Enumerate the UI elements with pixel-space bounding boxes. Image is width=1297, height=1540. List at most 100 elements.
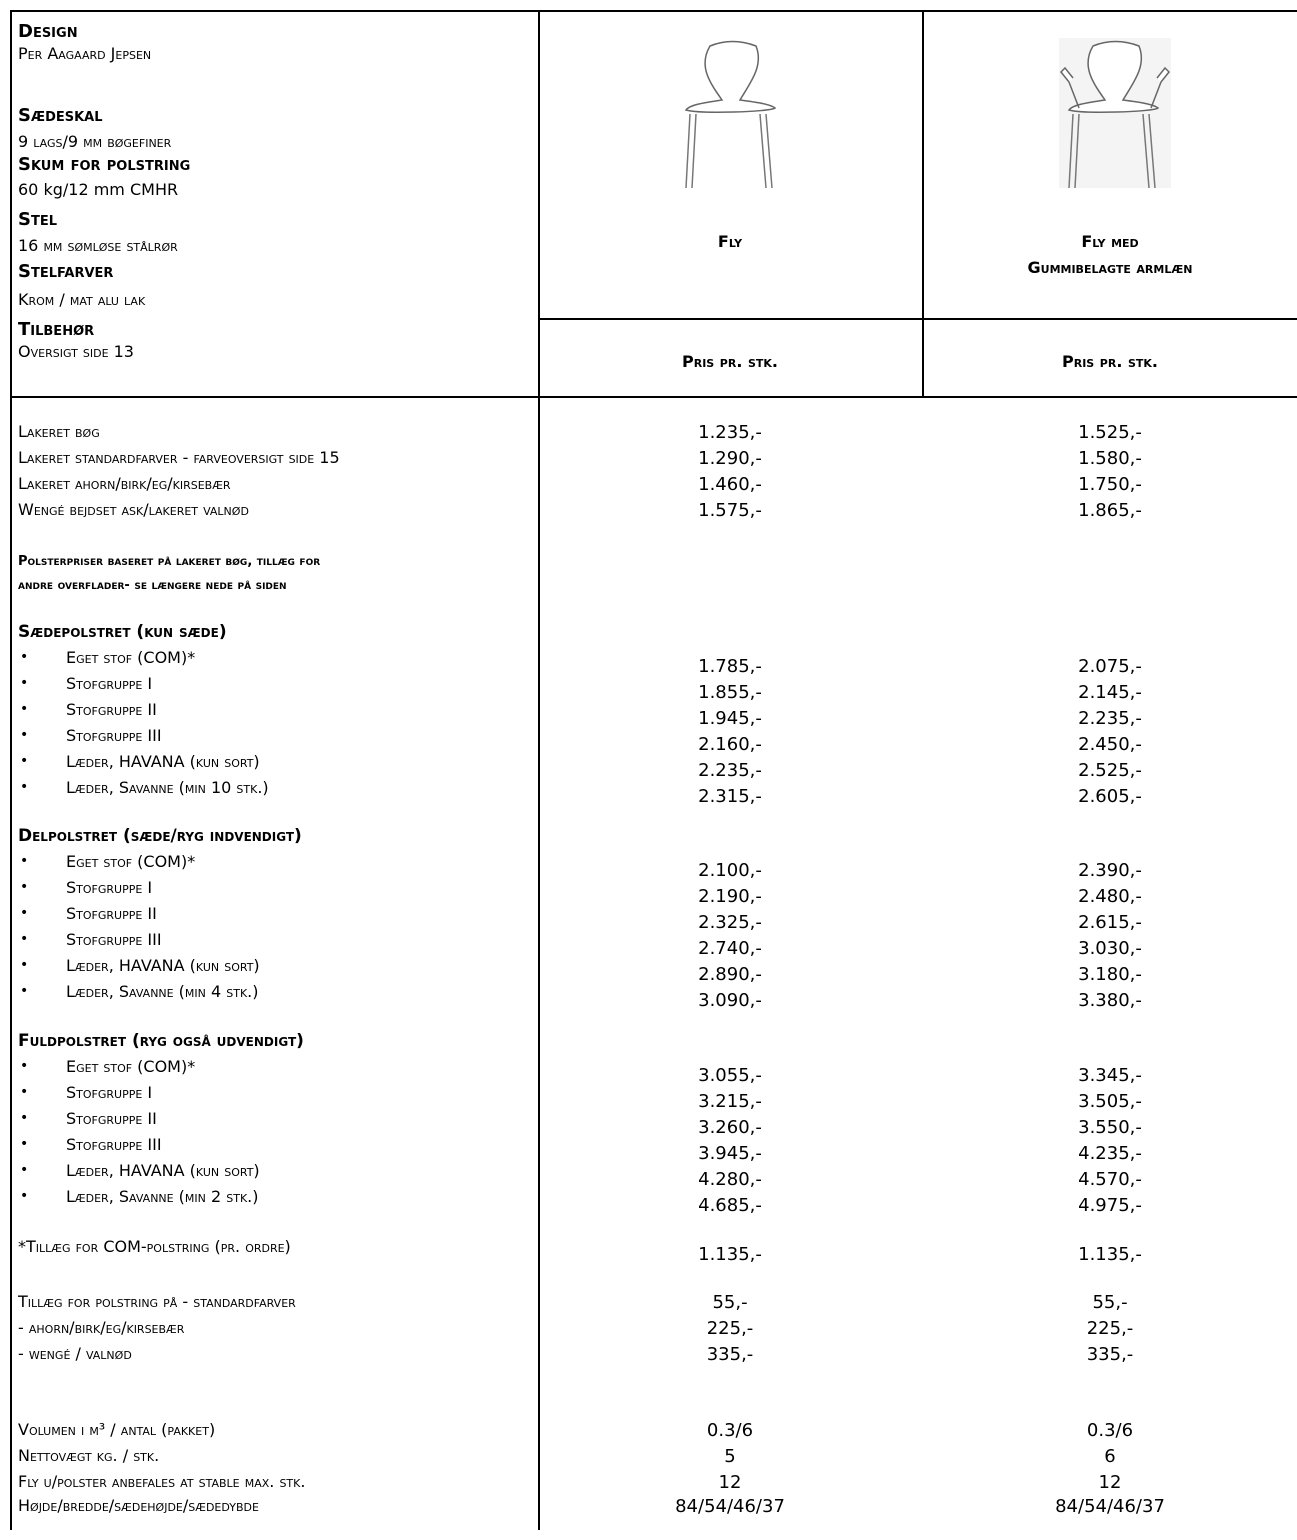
surcharge-row-1-price-fly-arms: 225,- (1086, 1318, 1134, 1339)
group-2-row-0-price-fly-arms: 3.345,- (1078, 1065, 1142, 1086)
group-0-row-3-price-fly: 2.160,- (698, 734, 762, 755)
group-1-row-1-price-fly: 2.190,- (698, 886, 762, 907)
divider-header-body (10, 396, 1297, 398)
group-2-row-5-price-fly: 4.685,- (698, 1195, 762, 1216)
spec-accessories-heading: Tilbehør (18, 319, 95, 340)
group-1-row-3-label: Stofgruppe III (66, 930, 162, 949)
spec-foam-value: 60 kg/12 mm CMHR (18, 180, 179, 199)
group-1-row-5-label: Læder, Savanne (min 4 stk.) (66, 982, 259, 1001)
divider-header-price (538, 318, 1297, 320)
group-1-row-3-price-fly: 2.740,- (698, 938, 762, 959)
fact-row-0-label: Volumen i m³ / antal (pakket) (18, 1420, 216, 1439)
bullet-icon: • (20, 957, 29, 973)
group-title-2: Fuldpolstret (ryg også udvendigt) (18, 1031, 304, 1051)
product-name-fly-arms-line2: Gummibelagte armlæn (1027, 258, 1193, 277)
surcharge-row-0-price-fly: 55,- (712, 1292, 748, 1313)
group-2-row-2-label: Stofgruppe II (66, 1109, 157, 1128)
group-0-row-1-price-fly: 1.855,- (698, 682, 762, 703)
finish-row-0-price-fly-arms: 1.525,- (1078, 422, 1142, 443)
bullet-icon: • (20, 779, 29, 795)
divider-col2 (922, 10, 924, 398)
spec-design-value: Per Aagaard Jepsen (18, 44, 152, 63)
group-0-row-0-price-fly: 1.785,- (698, 656, 762, 677)
spec-frame-heading: Stel (18, 209, 57, 230)
group-1-row-5-price-fly: 3.090,- (698, 990, 762, 1011)
price-header-fly-arms: Pris pr. stk. (1062, 352, 1158, 371)
fact-row-0-price-fly: 0.3/6 (706, 1420, 754, 1441)
group-0-row-1-price-fly-arms: 2.145,- (1078, 682, 1142, 703)
product-name-fly-arms: Fly med (1081, 232, 1139, 251)
finish-row-1-label: Lakeret standardfarver - farveoversigt s… (18, 448, 340, 467)
spec-accessories-value: Oversigt side 13 (18, 342, 134, 361)
fact-row-2-label: Fly u/polster anbefales at stable max. s… (18, 1472, 306, 1491)
fact-row-2-price-fly-arms: 12 (1098, 1472, 1122, 1493)
group-0-row-5-price-fly-arms: 2.605,- (1078, 786, 1142, 807)
bullet-icon: • (20, 853, 29, 869)
fact-row-1-label: Nettovægt kg. / stk. (18, 1446, 160, 1465)
com-surcharge-row-price-fly-arms: 1.135,- (1078, 1244, 1142, 1265)
group-2-row-0-label: Eget stof (COM)* (66, 1057, 196, 1076)
product-name-fly: Fly (717, 232, 743, 251)
bullet-icon: • (20, 701, 29, 717)
group-2-row-3-price-fly-arms: 4.235,- (1078, 1143, 1142, 1164)
spec-frame-value: 16 mm sømløse stålrør (18, 236, 178, 255)
com-surcharge-row-label: *Tillæg for COM-polstring (pr. ordre) (18, 1237, 291, 1256)
group-2-row-4-price-fly: 4.280,- (698, 1169, 762, 1190)
group-title-0: Sædepolstret (kun sæde) (18, 622, 227, 642)
finish-row-3-price-fly: 1.575,- (698, 500, 762, 521)
group-0-row-2-price-fly-arms: 2.235,- (1078, 708, 1142, 729)
group-2-row-5-label: Læder, Savanne (min 2 stk.) (66, 1187, 259, 1206)
fact-row-0-price-fly-arms: 0.3/6 (1086, 1420, 1134, 1441)
group-1-row-4-price-fly-arms: 3.180,- (1078, 964, 1142, 985)
group-1-row-0-price-fly: 2.100,- (698, 860, 762, 881)
bullet-icon: • (20, 727, 29, 743)
bullet-icon: • (20, 931, 29, 947)
group-1-row-1-price-fly-arms: 2.480,- (1078, 886, 1142, 907)
finish-row-1-price-fly-arms: 1.580,- (1078, 448, 1142, 469)
surcharge-row-0-price-fly-arms: 55,- (1092, 1292, 1128, 1313)
group-0-row-0-price-fly-arms: 2.075,- (1078, 656, 1142, 677)
chair-with-armrests-icon (1059, 38, 1171, 189)
fact-row-3-price-fly-arms: 84/54/46/37 (1055, 1496, 1165, 1517)
spec-foam-heading: Skum for polstring (18, 154, 191, 175)
group-1-row-0-price-fly-arms: 2.390,- (1078, 860, 1142, 881)
group-0-row-3-label: Stofgruppe III (66, 726, 162, 745)
upholstery-note-line1: Polsterpriser baseret på lakeret bøg, ti… (18, 554, 321, 569)
group-1-row-2-price-fly-arms: 2.615,- (1078, 912, 1142, 933)
group-0-row-4-label: Læder, HAVANA (kun sort) (66, 752, 260, 771)
finish-row-2-label: Lakeret ahorn/birk/eg/kirsebær (18, 474, 231, 493)
spec-shell-heading: Sædeskal (18, 105, 103, 126)
bullet-icon: • (20, 879, 29, 895)
group-1-row-1-label: Stofgruppe I (66, 878, 153, 897)
finish-row-2-price-fly: 1.460,- (698, 474, 762, 495)
spec-frame-colors-value: Krom / mat alu lak (18, 290, 146, 309)
group-1-row-4-price-fly: 2.890,- (698, 964, 762, 985)
bullet-icon: • (20, 905, 29, 921)
finish-row-1-price-fly: 1.290,- (698, 448, 762, 469)
bullet-icon: • (20, 675, 29, 691)
fact-row-3-label: Højde/bredde/sædehøjde/sædedybde (18, 1496, 259, 1515)
finish-row-3-price-fly-arms: 1.865,- (1078, 500, 1142, 521)
bullet-icon: • (20, 649, 29, 665)
bullet-icon: • (20, 1110, 29, 1126)
fact-row-1-price-fly: 5 (724, 1446, 736, 1467)
surcharge-row-2-price-fly: 335,- (706, 1344, 754, 1365)
fact-row-2-price-fly: 12 (718, 1472, 742, 1493)
surcharge-row-1-price-fly: 225,- (706, 1318, 754, 1339)
bullet-icon: • (20, 1058, 29, 1074)
spec-frame-colors-heading: Stelfarver (18, 261, 114, 282)
group-2-row-2-price-fly: 3.260,- (698, 1117, 762, 1138)
group-title-1: Delpolstret (sæde/ryg indvendigt) (18, 826, 302, 846)
group-2-row-1-price-fly-arms: 3.505,- (1078, 1091, 1142, 1112)
group-2-row-4-price-fly-arms: 4.570,- (1078, 1169, 1142, 1190)
group-1-row-0-label: Eget stof (COM)* (66, 852, 196, 871)
group-2-row-5-price-fly-arms: 4.975,- (1078, 1195, 1142, 1216)
group-2-row-1-price-fly: 3.215,- (698, 1091, 762, 1112)
surcharge-row-0-label: Tillæg for polstring på - standardfarver (18, 1292, 296, 1311)
group-2-row-3-price-fly: 3.945,- (698, 1143, 762, 1164)
chair-icon (684, 40, 777, 189)
group-2-row-0-price-fly: 3.055,- (698, 1065, 762, 1086)
surcharge-row-1-label: - ahorn/birk/eg/kirsebær (18, 1318, 185, 1337)
group-0-row-3-price-fly-arms: 2.450,- (1078, 734, 1142, 755)
